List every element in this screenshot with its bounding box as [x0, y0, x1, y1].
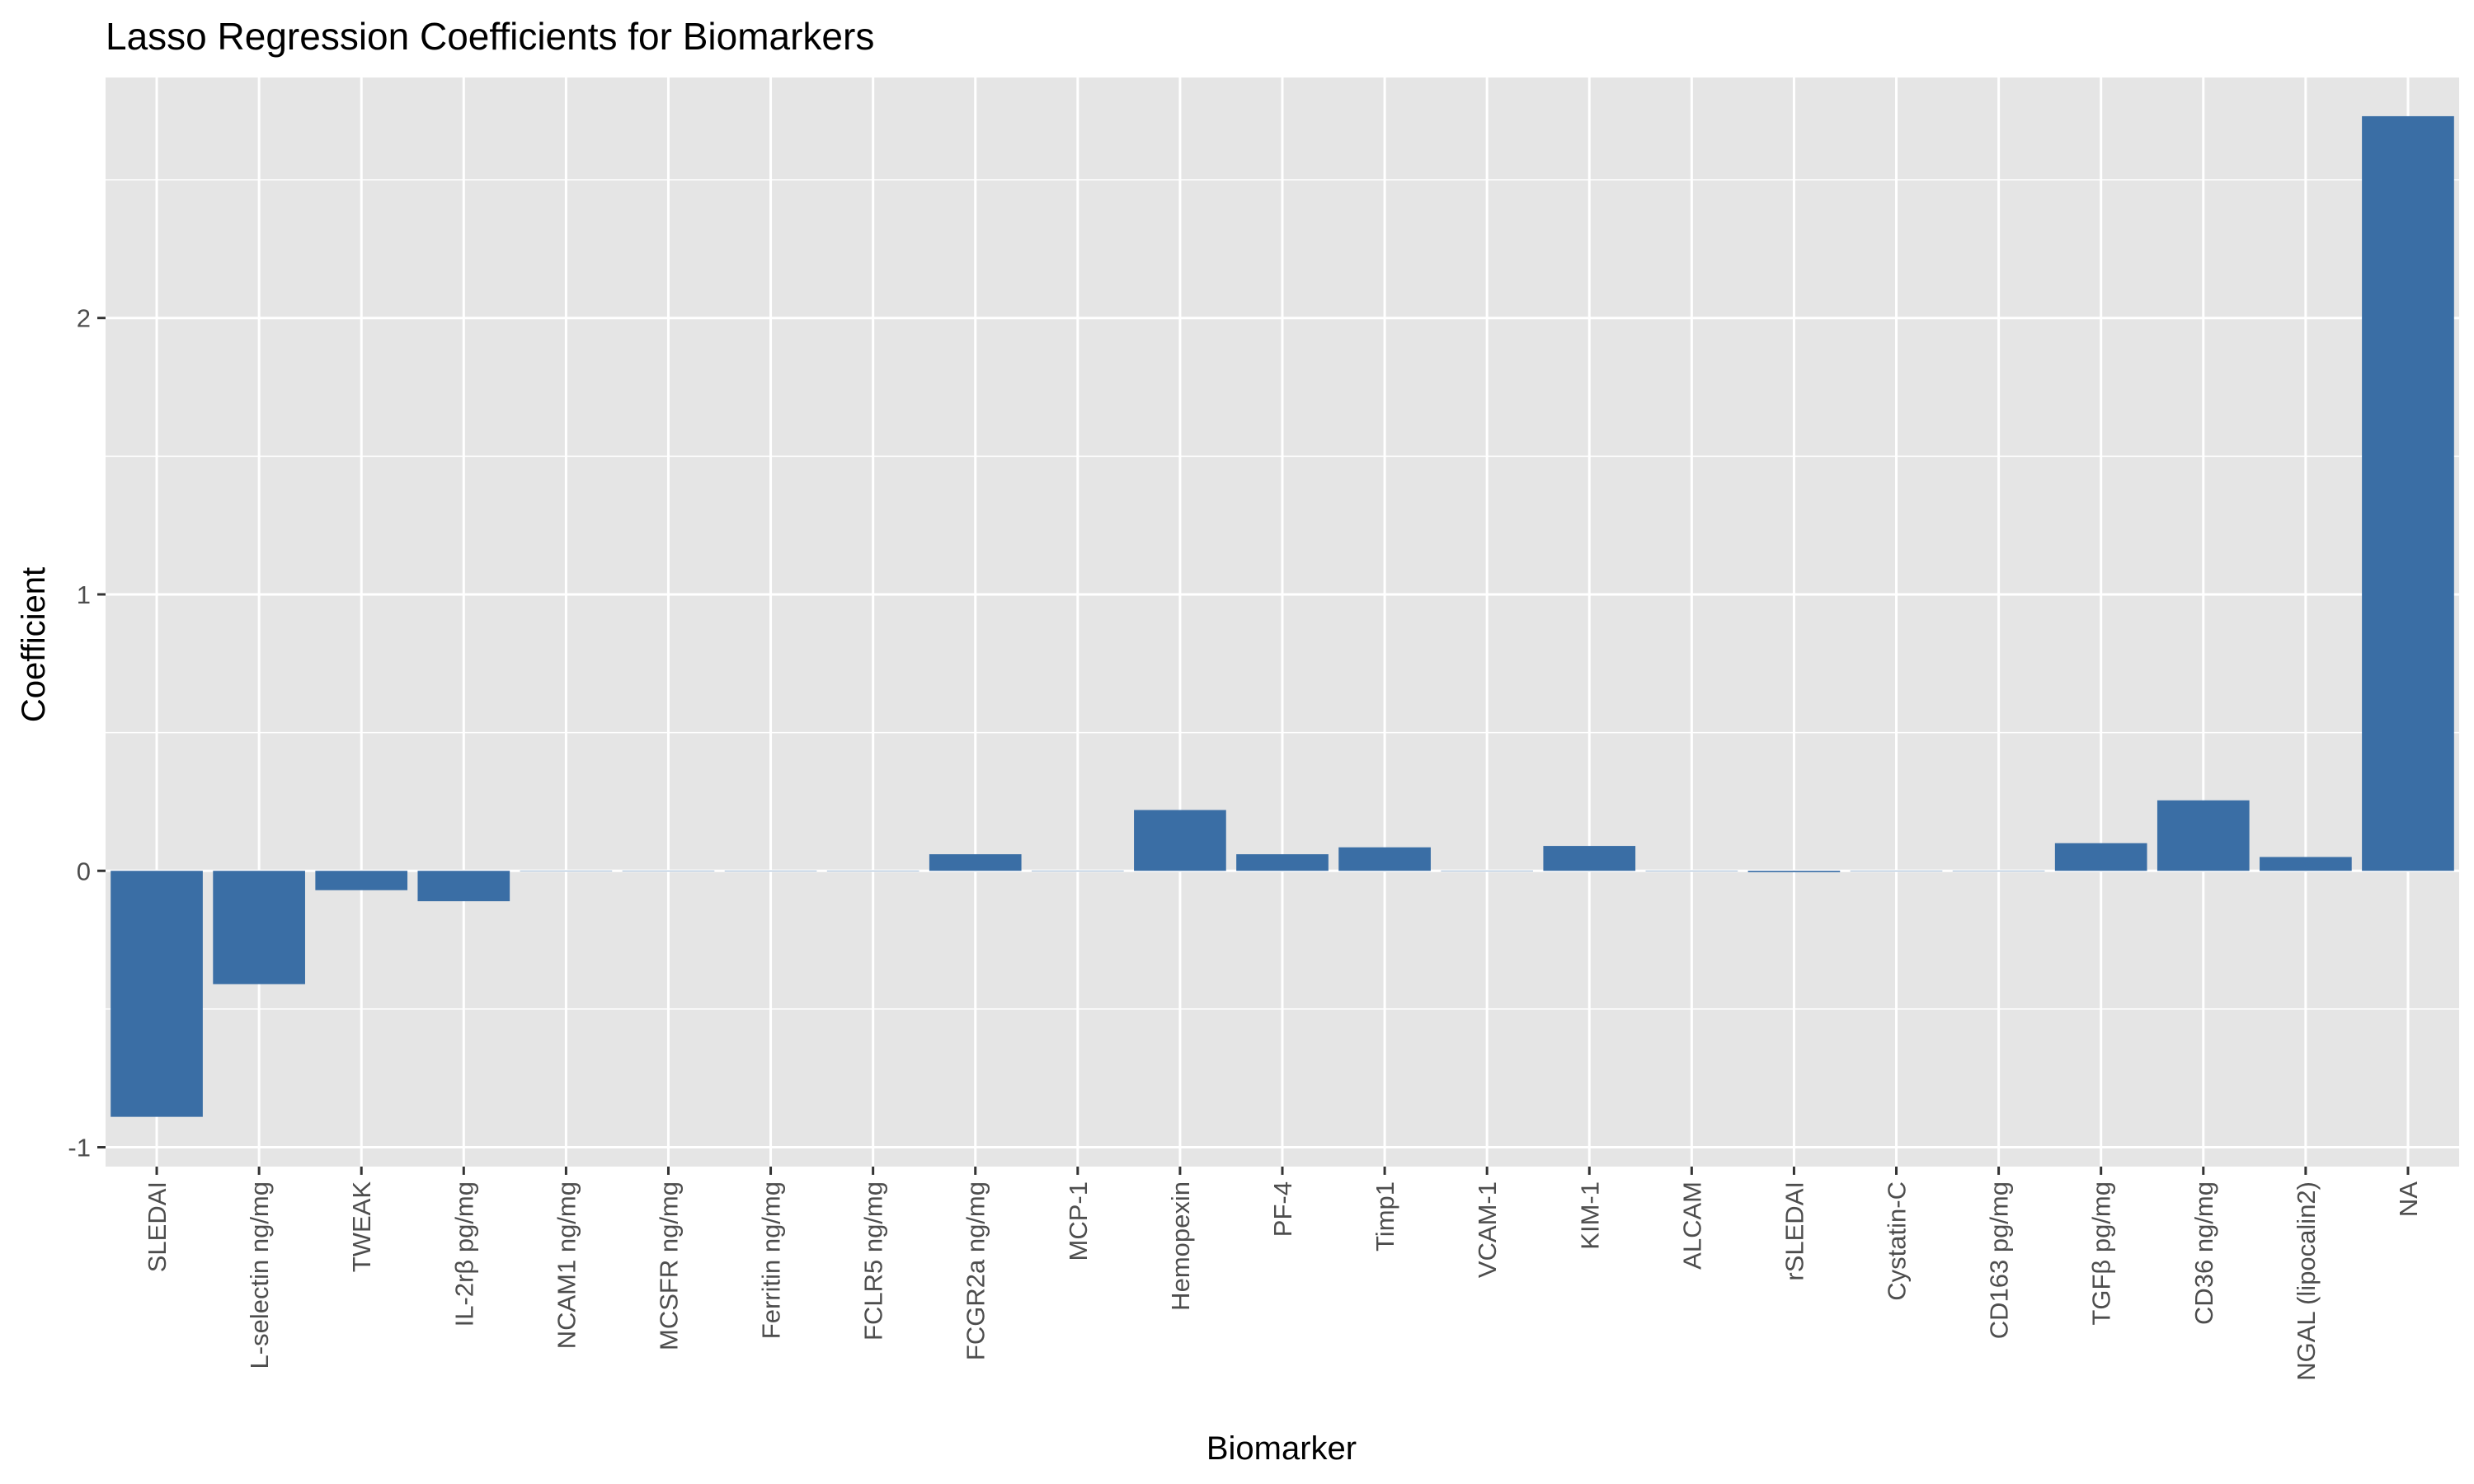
x-tick-label: Timp1 — [1371, 1181, 1399, 1252]
x-tick-label: Cystatin-C — [1883, 1181, 1912, 1301]
bar — [2362, 115, 2454, 871]
x-tick-label: FCGR2a ng/mg — [962, 1181, 990, 1360]
x-axis-title: Biomarker — [1206, 1430, 1357, 1467]
major-gridlines — [106, 77, 2459, 1167]
y-axis: -1 0 1 2 — [68, 304, 106, 1162]
x-tick-label: Hemopexin — [1166, 1181, 1195, 1311]
x-tick-label: TWEAK — [347, 1181, 376, 1273]
y-tick-label: 0 — [77, 857, 91, 885]
x-tick-label: NGAL (lipocalin2) — [2292, 1181, 2321, 1381]
x-tick-label: CD163 pg/mg — [1985, 1181, 2014, 1339]
x-tick-label: IL-2rβ pg/mg — [449, 1181, 478, 1327]
bars — [111, 115, 2454, 1117]
x-tick-label: SLEDAI — [143, 1181, 172, 1272]
bar — [1338, 847, 1431, 871]
x-tick-label: L-selectin ng/mg — [245, 1181, 274, 1369]
x-tick-label: KIM-1 — [1575, 1181, 1604, 1250]
x-tick-label: ALCAM — [1677, 1181, 1706, 1270]
x-tick-label: MCP-1 — [1064, 1181, 1093, 1261]
bar — [417, 871, 510, 902]
x-tick-label: NCAM1 ng/mg — [552, 1181, 581, 1349]
x-tick-label: NA — [2394, 1181, 2423, 1217]
bar — [1747, 871, 1841, 872]
y-tick-label: 1 — [77, 580, 91, 609]
bar — [1543, 846, 1636, 871]
x-tick-label: VCAM-1 — [1473, 1181, 1502, 1278]
x-tick-label: MCSFR ng/mg — [654, 1181, 683, 1350]
bar — [315, 871, 408, 890]
chart-title: Lasso Regression Coefficients for Biomar… — [106, 15, 874, 58]
y-tick-label: -1 — [68, 1134, 91, 1162]
bar — [2054, 843, 2147, 871]
bar — [2260, 857, 2352, 871]
x-tick-label: CD36 ng/mg — [2189, 1181, 2218, 1325]
bar — [111, 871, 203, 1117]
x-axis: SLEDAI L-selectin ng/mg TWEAK IL-2rβ pg/mg N… — [143, 1167, 2423, 1381]
bar — [929, 854, 1022, 871]
bar — [1134, 810, 1226, 871]
x-tick-label: Ferritin ng/mg — [757, 1181, 786, 1339]
bar — [1236, 854, 1329, 871]
x-tick-label: FCLR5 ng/mg — [859, 1181, 888, 1341]
x-tick-label: rSLEDAI — [1780, 1181, 1808, 1281]
x-tick-label: TGFβ pg/mg — [2087, 1181, 2116, 1326]
x-tick-label: PF-4 — [1268, 1181, 1297, 1237]
bar — [213, 871, 305, 984]
bar — [2157, 800, 2250, 871]
y-axis-title: Coefficient — [16, 567, 52, 722]
y-tick-label: 2 — [77, 304, 91, 333]
